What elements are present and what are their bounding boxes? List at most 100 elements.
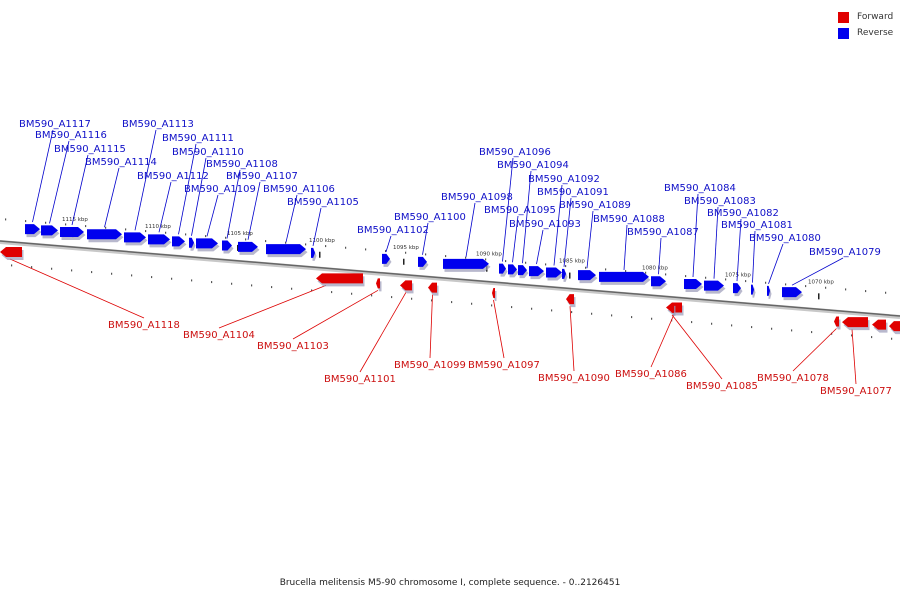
reverse-gene-arrow (599, 271, 649, 282)
major-tick (403, 258, 405, 265)
minor-tick-lower (51, 267, 53, 270)
reverse-gene-label: BM590_A1112 (137, 171, 209, 182)
reverse-gene-leader (658, 237, 662, 275)
reverse-gene-leader (563, 197, 572, 267)
minor-tick-lower (411, 297, 413, 300)
minor-tick-lower (231, 282, 233, 285)
minor-tick-upper (165, 231, 167, 234)
minor-tick-upper (365, 248, 367, 251)
reverse-gene-label: BM590_A1081 (721, 220, 793, 231)
kbp-tick-label: 1090 kbp (476, 252, 502, 258)
reverse-gene-leader (285, 194, 298, 243)
minor-tick-upper (125, 228, 127, 231)
reverse-gene-label: BM590_A1079 (809, 247, 881, 258)
reverse-gene-label: BM590_A1110 (172, 147, 244, 158)
reverse-gene-arrow (266, 244, 306, 255)
minor-tick-upper (25, 220, 27, 223)
minor-tick-lower (331, 291, 333, 294)
minor-tick-lower (271, 286, 273, 289)
reverse-gene-label: BM590_A1091 (537, 187, 609, 198)
forward-gene-label: BM590_A1103 (257, 341, 329, 352)
minor-tick-upper (325, 245, 327, 248)
major-tick (237, 244, 239, 251)
reverse-gene-label: BM590_A1082 (707, 208, 779, 219)
reverse-gene-arrow (578, 270, 596, 281)
minor-tick-upper (185, 233, 187, 236)
reverse-gene-leader (226, 169, 241, 239)
forward-gene-arrow (566, 294, 574, 305)
reverse-gene-leader (752, 230, 756, 283)
legend-reverse: Reverse (838, 25, 893, 41)
minor-tick-upper (705, 276, 707, 279)
reverse-gene-label: BM590_A1106 (263, 184, 335, 195)
forward-gene-label: BM590_A1097 (468, 360, 540, 371)
reverse-gene-label: BM590_A1092 (528, 174, 600, 185)
minor-tick-lower (71, 269, 73, 272)
forward-gene-arrow (400, 280, 412, 291)
minor-tick-lower (791, 329, 793, 332)
reverse-gene-arrow (704, 280, 724, 291)
minor-tick-upper (805, 285, 807, 288)
reverse-gene-label: BM590_A1083 (684, 196, 756, 207)
minor-tick-upper (145, 230, 147, 233)
minor-tick-upper (745, 280, 747, 283)
minor-tick-upper (605, 268, 607, 271)
forward-gene-leader (671, 314, 723, 380)
forward-gene-arrow (889, 321, 900, 332)
reverse-gene-label: BM590_A1105 (287, 197, 359, 208)
forward-gene-arrow (670, 302, 674, 313)
reverse-gene-label: BM590_A1116 (35, 130, 107, 141)
reverse-gene-label: BM590_A1117 (19, 119, 91, 130)
reverse-gene-label: BM590_A1111 (162, 133, 234, 144)
minor-tick-lower (591, 312, 593, 315)
reverse-gene-leader (713, 206, 719, 279)
reverse-gene-arrow (684, 279, 702, 289)
minor-tick-lower (91, 271, 93, 274)
reverse-gene-arrow (148, 234, 170, 245)
chromosome-axis (0, 240, 900, 317)
forward-gene-label: BM590_A1085 (686, 381, 758, 392)
minor-tick-lower (711, 322, 713, 325)
minor-tick-lower (731, 324, 733, 327)
minor-tick-upper (65, 223, 67, 226)
forward-gene-label: BM590_A1077 (820, 386, 892, 397)
minor-tick-lower (631, 316, 633, 319)
reverse-gene-leader (768, 243, 784, 285)
minor-tick-upper (245, 238, 247, 241)
reverse-gene-leader (312, 207, 322, 246)
reverse-gene-arrow (196, 238, 218, 249)
minor-tick-lower (291, 287, 293, 290)
minor-tick-upper (725, 278, 727, 281)
reverse-gene-label: BM590_A1109 (184, 184, 256, 195)
reverse-gene-arrow (782, 287, 802, 298)
reverse-gene-leader (522, 170, 532, 264)
reverse-gene-label: BM590_A1096 (479, 147, 551, 158)
minor-tick-upper (425, 253, 427, 256)
reverse-gene-label: BM590_A1115 (54, 144, 126, 155)
reverse-gene-leader (536, 229, 544, 265)
legend-reverse-label: Reverse (857, 28, 894, 38)
minor-tick-lower (31, 266, 33, 269)
forward-gene-arrow (842, 317, 868, 328)
minor-tick-lower (871, 336, 873, 339)
minor-tick-upper (645, 271, 647, 274)
reverse-gene-arrow (651, 276, 666, 287)
forward-gene-label: BM590_A1104 (183, 330, 255, 341)
reverse-gene-leader (206, 194, 219, 237)
major-tick (319, 251, 321, 258)
minor-tick-lower (311, 289, 313, 292)
forward-gene-leader (493, 299, 505, 359)
reverse-gene-label: BM590_A1089 (559, 200, 631, 211)
kbp-tick-label: 1100 kbp (309, 238, 335, 244)
minor-tick-lower (651, 317, 653, 320)
minor-tick-upper (505, 260, 507, 263)
forward-gene-arrow (428, 282, 437, 293)
minor-tick-lower (511, 306, 513, 309)
minor-tick-lower (811, 331, 813, 334)
reverse-gene-arrow (238, 241, 258, 252)
minor-tick-lower (571, 311, 573, 314)
reverse-gene-arrow (499, 263, 506, 274)
minor-tick-lower (451, 301, 453, 304)
minor-tick-lower (351, 292, 353, 295)
